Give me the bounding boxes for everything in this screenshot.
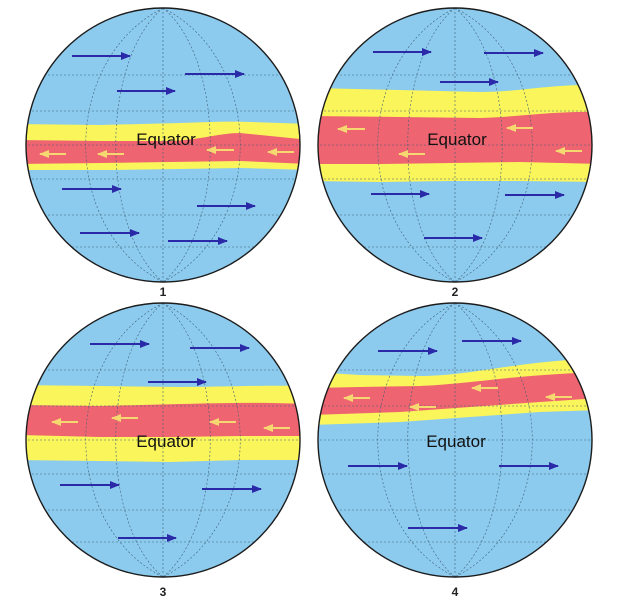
globe-3: Equator 3 — [25, 302, 301, 599]
globe-4-equator-label: Equator — [426, 432, 486, 451]
globe-3-red-band — [26, 402, 300, 437]
globe-1-outline — [25, 7, 301, 283]
globe-2-red-band — [318, 111, 592, 164]
globe-1-easterly-arrows — [39, 146, 294, 158]
globe-1: Equator 1 — [25, 7, 301, 299]
globe-3-westerly-arrows — [60, 340, 262, 542]
globe-1-red-band — [26, 133, 300, 164]
globe-2: Equator 2 — [317, 7, 593, 299]
globe-2-easterly-arrows — [337, 124, 582, 158]
globe-3-equator-label: Equator — [136, 432, 196, 451]
globe-1-westerly-arrows — [62, 52, 256, 245]
globe-1-equator-label: Equator — [136, 130, 196, 149]
globe-2-westerly-arrows — [371, 48, 565, 242]
globe-3-easterly-arrows — [51, 414, 290, 432]
globe-1-number-label: 1 — [160, 285, 167, 299]
globe-2-outline — [317, 7, 593, 283]
globe-4-red-band — [318, 372, 592, 415]
globe-4-westerly-arrows — [348, 337, 559, 532]
globe-4-easterly-arrows — [343, 384, 572, 411]
globe-4-outline — [317, 302, 593, 578]
globe-3-number-label: 3 — [160, 585, 167, 599]
globe-4-number-label: 4 — [452, 585, 459, 599]
globe-2-number-label: 2 — [452, 285, 459, 299]
globe-2-equator-label: Equator — [427, 130, 487, 149]
globe-3-outline — [25, 302, 301, 578]
globe-4: Equator 4 — [317, 302, 593, 599]
